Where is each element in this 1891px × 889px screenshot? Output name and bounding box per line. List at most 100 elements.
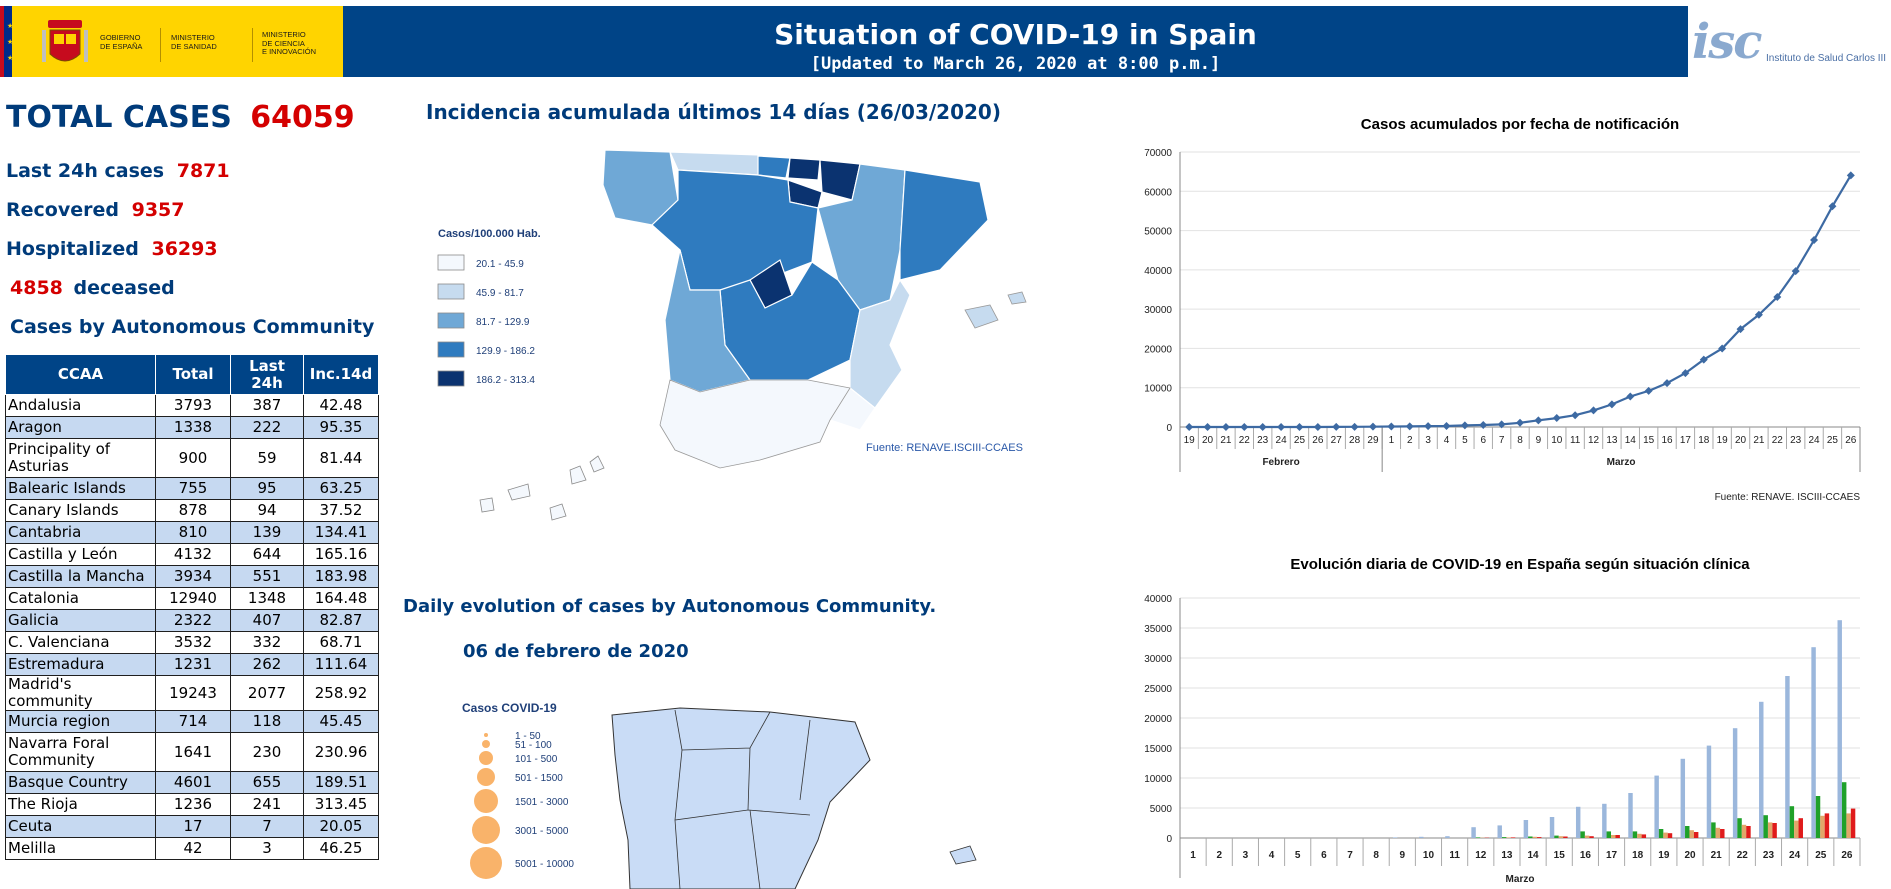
ccaa-table: CCAA Total Last 24h Inc.14d Andalusia 379…	[5, 354, 379, 860]
map1-legend: 20.1 - 45.9 45.9 - 81.7 81.7 - 129.9 129.9 …	[437, 254, 535, 387]
cell-ccaa: Basque Country	[5, 771, 156, 794]
bar	[1820, 815, 1825, 838]
bar	[1497, 825, 1502, 838]
isciii-logo-mark: isc	[1692, 14, 1762, 70]
y-tick-label: 0	[1166, 834, 1172, 845]
x-tick-label: 6	[1480, 435, 1486, 446]
cell-last24: 644	[230, 543, 304, 566]
bar	[1528, 836, 1533, 838]
bar	[1711, 822, 1716, 838]
legend-bubble	[470, 847, 502, 879]
table-row: Navarra Foral Community 1641 230 230.96	[5, 732, 379, 772]
x-tick-label: 5	[1295, 850, 1301, 861]
y-tick-label: 20000	[1144, 344, 1172, 355]
legend-bubble	[482, 740, 490, 748]
bar	[1759, 701, 1764, 838]
y-tick-label: 50000	[1144, 227, 1172, 238]
bar	[1732, 728, 1738, 838]
x-tick-label: 29	[1367, 435, 1379, 446]
cell-ccaa: Murcia region	[5, 710, 156, 733]
bar	[1392, 837, 1398, 838]
data-point	[1736, 325, 1745, 334]
bar	[1715, 827, 1721, 838]
table-row: Principality of Asturias 900 59 81.44	[5, 438, 379, 478]
data-point	[1791, 267, 1800, 276]
data-point	[1516, 418, 1524, 427]
month-label: Marzo	[1607, 457, 1636, 468]
data-point	[1313, 422, 1322, 431]
cell-last24: 407	[230, 609, 304, 632]
table-row: Balearic Islands 755 95 63.25	[5, 477, 379, 500]
bar	[1811, 647, 1816, 838]
data-point	[1277, 422, 1286, 431]
cell-inc14d: 68.71	[303, 631, 379, 654]
x-tick-label: 20	[1202, 435, 1214, 446]
x-tick-label: 11	[1449, 850, 1460, 861]
data-point	[1295, 422, 1304, 431]
cell-total: 1641	[155, 732, 231, 772]
cell-ccaa: Catalonia	[5, 587, 156, 610]
table-row: Murcia region 714 118 45.45	[5, 710, 379, 733]
x-tick-label: 15	[1643, 435, 1655, 446]
bar	[1580, 831, 1585, 838]
cell-ccaa: Castilla la Mancha	[5, 565, 156, 588]
cell-ccaa: Cantabria	[5, 521, 156, 544]
month-label: Febrero	[1262, 457, 1299, 468]
table-row: Basque Country 4601 655 189.51	[5, 771, 379, 794]
data-point	[1571, 411, 1580, 420]
legend-label: 1501 - 3000	[515, 797, 569, 808]
cell-total: 714	[155, 710, 231, 733]
deceased: 4858 deceased	[10, 277, 175, 299]
data-point	[1387, 422, 1396, 431]
bar	[1741, 824, 1747, 838]
bar	[1789, 806, 1795, 838]
region-canary	[479, 455, 605, 521]
cell-last24: 262	[230, 653, 304, 676]
table-row: Castilla y León 4132 644 165.16	[5, 543, 379, 566]
recovered: Recovered 9357	[6, 199, 184, 221]
region-balearic	[949, 845, 977, 865]
bar	[1846, 813, 1851, 838]
legend-bubble	[479, 751, 493, 765]
legend-label: 20.1 - 45.9	[476, 259, 524, 270]
legend-label: 51 - 100	[515, 740, 552, 751]
bar	[1628, 793, 1633, 838]
hospitalized: Hospitalized 36293	[6, 238, 218, 260]
x-tick-label: 25	[1827, 435, 1839, 446]
cell-ccaa: Balearic Islands	[5, 477, 156, 500]
cell-total: 878	[155, 499, 231, 522]
bar	[1584, 835, 1590, 838]
y-tick-label: 60000	[1144, 187, 1172, 198]
cell-inc14d: 134.41	[303, 521, 379, 544]
map1-legend-title: Casos/100.000 Hab.	[438, 228, 541, 240]
x-tick-label: 17	[1680, 435, 1692, 446]
chart1-source: Fuente: RENAVE. ISCIII-CCAES	[1715, 492, 1861, 503]
cell-total: 900	[155, 438, 231, 478]
bar	[1654, 775, 1659, 838]
data-point	[1203, 422, 1212, 431]
x-tick-label: 23	[1257, 435, 1269, 446]
cell-inc14d: 183.98	[303, 565, 379, 588]
cell-last24: 230	[230, 732, 304, 772]
data-point	[1754, 310, 1763, 319]
legend-label: 186.2 - 313.4	[476, 375, 535, 386]
data-point	[1681, 369, 1690, 378]
bar	[1575, 806, 1581, 838]
divider	[160, 28, 161, 62]
bar	[1772, 823, 1777, 838]
cell-ccaa: Melilla	[5, 837, 156, 860]
cell-ccaa: Aragon	[5, 416, 156, 439]
x-tick-label: 6	[1321, 850, 1327, 861]
svg-text:★: ★	[7, 22, 12, 30]
table-row: Estremadura 1231 262 111.64	[5, 653, 379, 676]
y-tick-label: 35000	[1144, 624, 1172, 635]
bar	[1837, 620, 1842, 838]
cell-last24: 139	[230, 521, 304, 544]
x-tick-label: 12	[1475, 850, 1487, 861]
legend-swatch	[437, 341, 465, 358]
x-tick-label: 22	[1239, 435, 1251, 446]
x-tick-label: 10	[1551, 435, 1563, 446]
data-point	[1626, 392, 1635, 401]
